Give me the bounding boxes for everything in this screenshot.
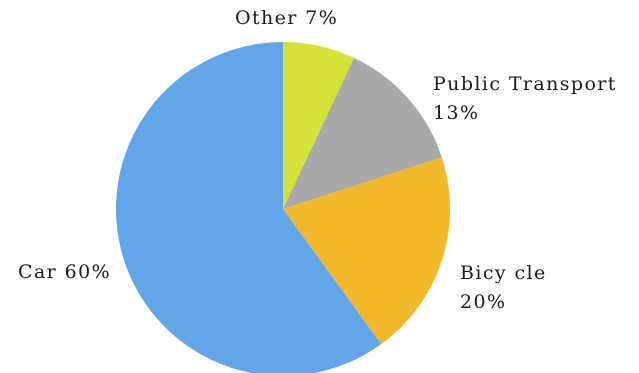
pie-slice-car <box>116 42 382 373</box>
pie-slice-public-transport <box>283 57 442 209</box>
pie-slice-bicycle <box>283 157 450 345</box>
label-bicycle-value: 20% <box>460 291 506 313</box>
label-car: Car 60% <box>18 261 111 283</box>
pie-slice-other <box>283 42 355 209</box>
label-other: Other 7% <box>235 7 338 29</box>
label-public-transport-value: 13% <box>433 102 479 124</box>
label-public-transport-name: Public Transport <box>433 73 617 95</box>
pie-slices <box>116 42 450 373</box>
label-bicycle-name: Bicy cle <box>460 262 547 284</box>
